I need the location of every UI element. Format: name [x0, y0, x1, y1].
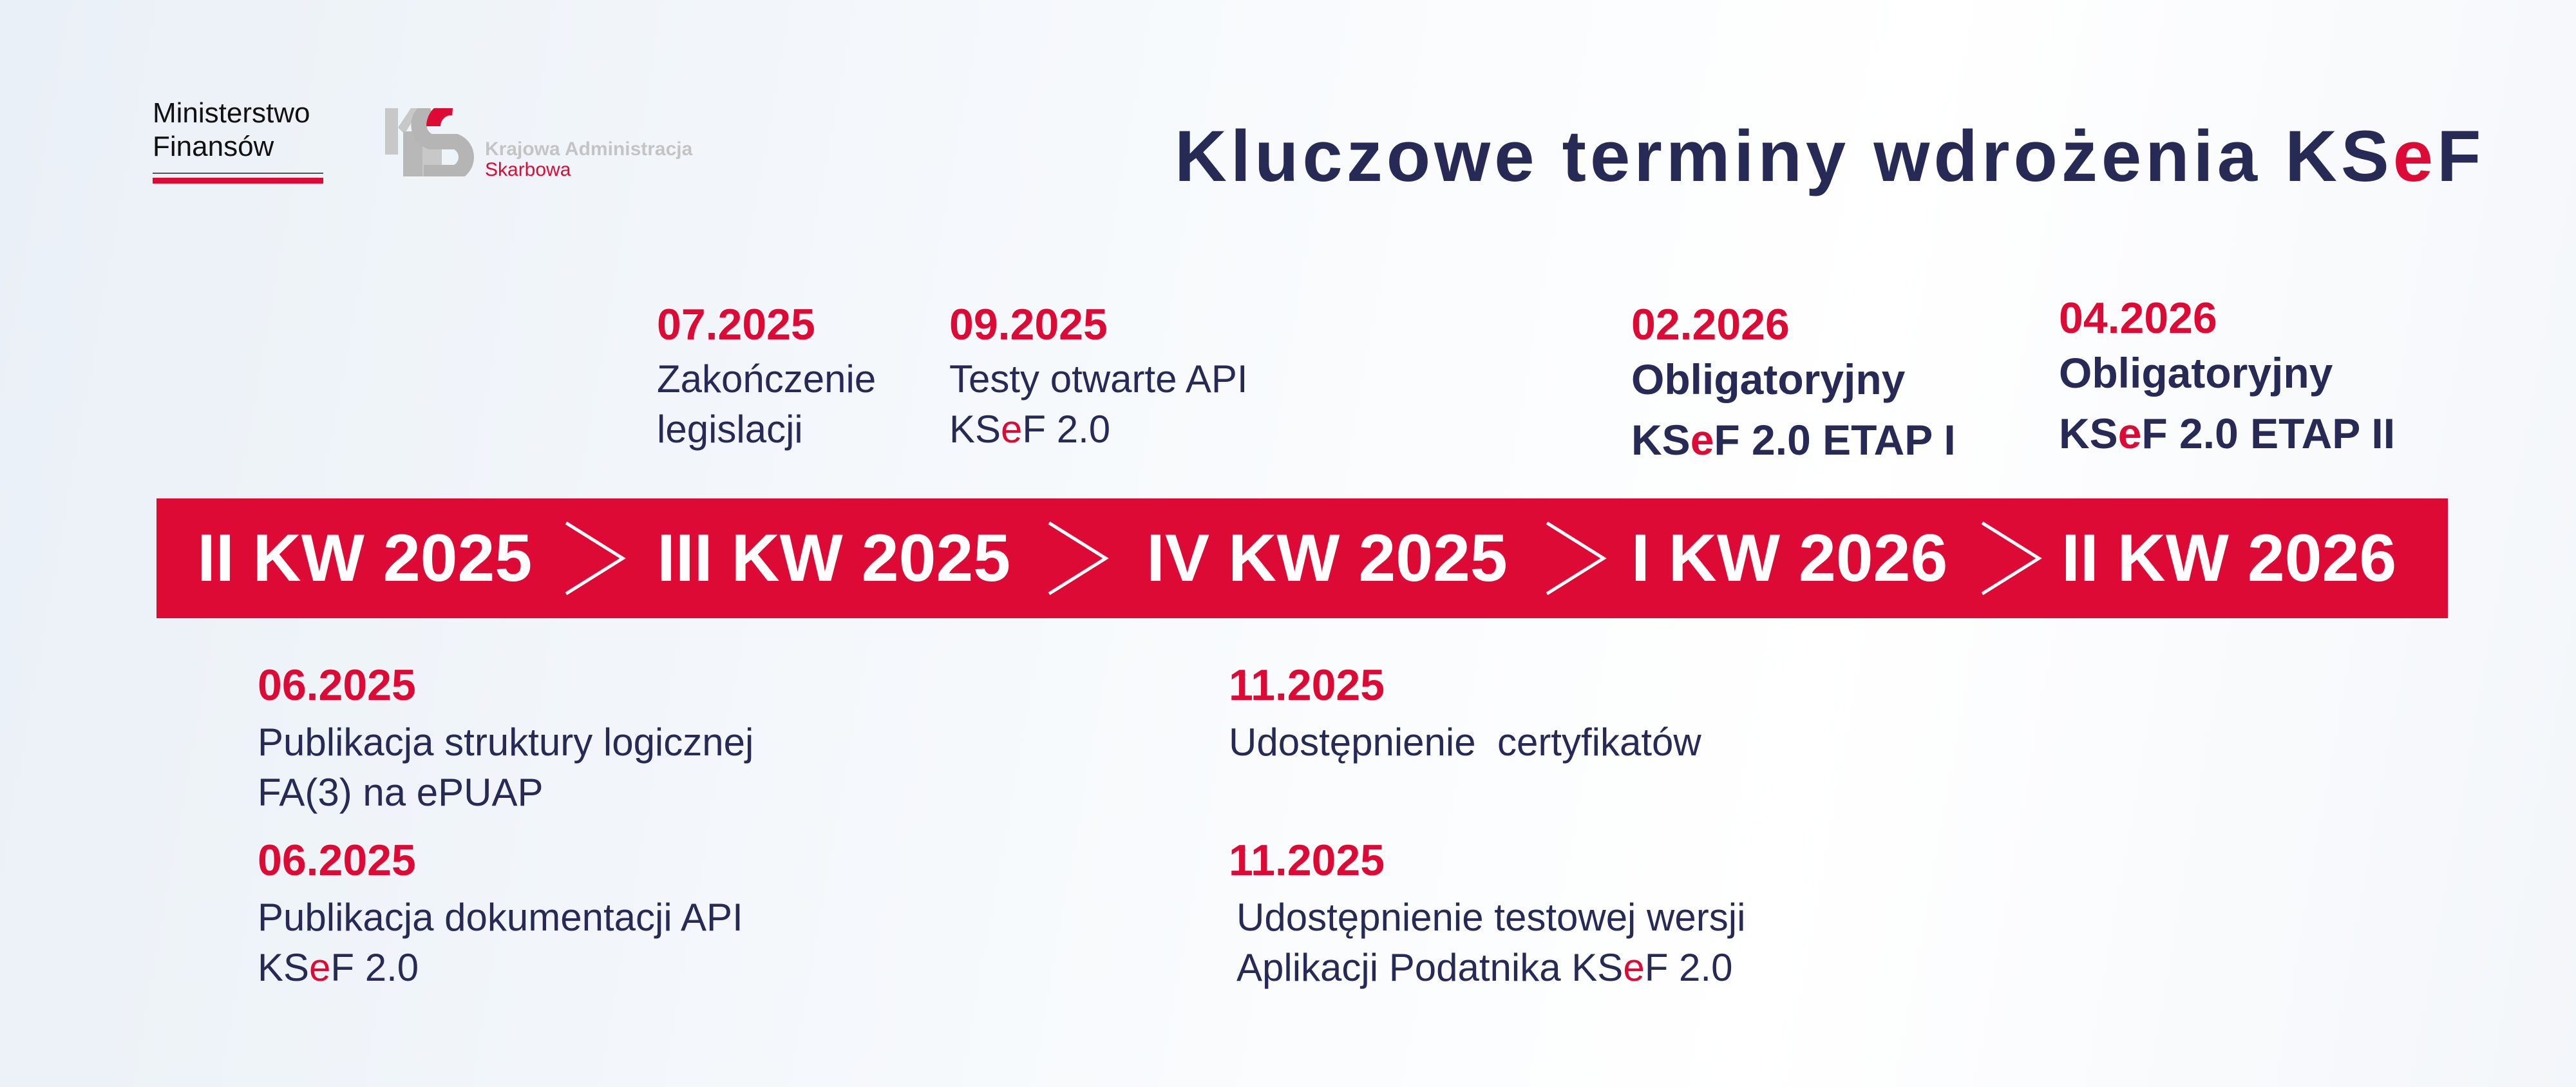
milestone-line: Publikacja struktury logicznej — [258, 721, 754, 764]
milestone-line: Udostępnienie testowej wersji — [1236, 896, 1746, 939]
chevron-right-icon — [1546, 522, 1607, 595]
kas-line1: Krajowa Administracja — [485, 138, 693, 160]
milestone-07-2025: 07.2025 Zakończenie legislacji — [657, 303, 876, 455]
milestone-line: Zakończenie — [657, 357, 876, 401]
milestone-line: KSeF 2.0 — [949, 408, 1111, 451]
milestone-11-2025-b: 11.2025 Udostępnienie testowej wersji Ap… — [1229, 838, 1745, 993]
logo-divider — [153, 173, 323, 174]
milestone-date: 11.2025 — [1229, 661, 1385, 710]
milestone-date: 06.2025 — [258, 661, 416, 710]
milestone-line: KSeF 2.0 — [258, 946, 419, 989]
milestone-06-2025-b: 06.2025 Publikacja dokumentacji API KSeF… — [258, 838, 743, 993]
ministry-line1: Ministerstwo — [153, 97, 310, 129]
milestone-line: Publikacja dokumentacji API — [258, 896, 743, 939]
kas-emblem-icon — [385, 100, 474, 180]
milestone-line: Testy otwarte API — [949, 357, 1248, 401]
milestone-11-2025-a: 11.2025 Udostępnienie certyfikatów — [1229, 663, 1701, 768]
timeline-band: II KW 2025 III KW 2025 IV KW 2025 I KW 2… — [156, 498, 2448, 618]
title-accent: e — [2392, 116, 2437, 196]
milestone-04-2026: 04.2026 Obligatoryjny KSeF 2.0 ETAP II — [2059, 296, 2395, 464]
logo-red-bar — [153, 178, 323, 184]
chevron-right-icon — [1048, 522, 1109, 595]
milestone-line: KSeF 2.0 ETAP I — [1631, 416, 1956, 464]
quarter-label: III KW 2025 — [657, 521, 1011, 596]
chevron-right-icon — [565, 522, 626, 595]
chevron-right-icon — [1981, 522, 2042, 595]
milestone-date: 06.2025 — [258, 836, 416, 885]
milestone-date: 07.2025 — [657, 300, 815, 349]
ministry-logo: Ministerstwo Finansów — [153, 97, 323, 184]
milestone-02-2026: 02.2026 Obligatoryjny KSeF 2.0 ETAP I — [1631, 303, 1956, 470]
quarter-label: II KW 2025 — [197, 521, 533, 596]
milestone-06-2025-a: 06.2025 Publikacja struktury logicznej F… — [258, 663, 753, 818]
title-text-end: F — [2436, 116, 2485, 196]
milestone-line: Obligatoryjny — [1631, 355, 1906, 403]
milestone-09-2025: 09.2025 Testy otwarte API KSeF 2.0 — [949, 303, 1248, 455]
quarter-label: II KW 2026 — [2061, 521, 2397, 596]
milestone-line: FA(3) na ePUAP — [258, 771, 544, 814]
milestone-date: 04.2026 — [2059, 294, 2217, 343]
title-text: Kluczowe terminy wdrożenia KS — [1175, 116, 2393, 196]
milestone-line: legislacji — [657, 408, 803, 451]
milestone-line: Obligatoryjny — [2059, 349, 2333, 397]
milestone-date: 02.2026 — [1631, 300, 1790, 349]
milestone-line: Aplikacji Podatnika KSeF 2.0 — [1236, 946, 1733, 989]
kas-logo: Krajowa Administracja Skarbowa — [385, 100, 692, 180]
milestone-date: 09.2025 — [949, 300, 1108, 349]
kas-line2: Skarbowa — [485, 159, 571, 180]
milestone-line: Udostępnienie certyfikatów — [1229, 721, 1701, 764]
milestone-date: 11.2025 — [1229, 836, 1385, 885]
quarter-label: IV KW 2025 — [1146, 521, 1508, 596]
ministry-line2: Finansów — [153, 131, 274, 162]
milestone-line: KSeF 2.0 ETAP II — [2059, 410, 2396, 457]
page-title: Kluczowe terminy wdrożenia KSeF — [1175, 115, 2485, 198]
quarter-label: I KW 2026 — [1631, 521, 1948, 596]
